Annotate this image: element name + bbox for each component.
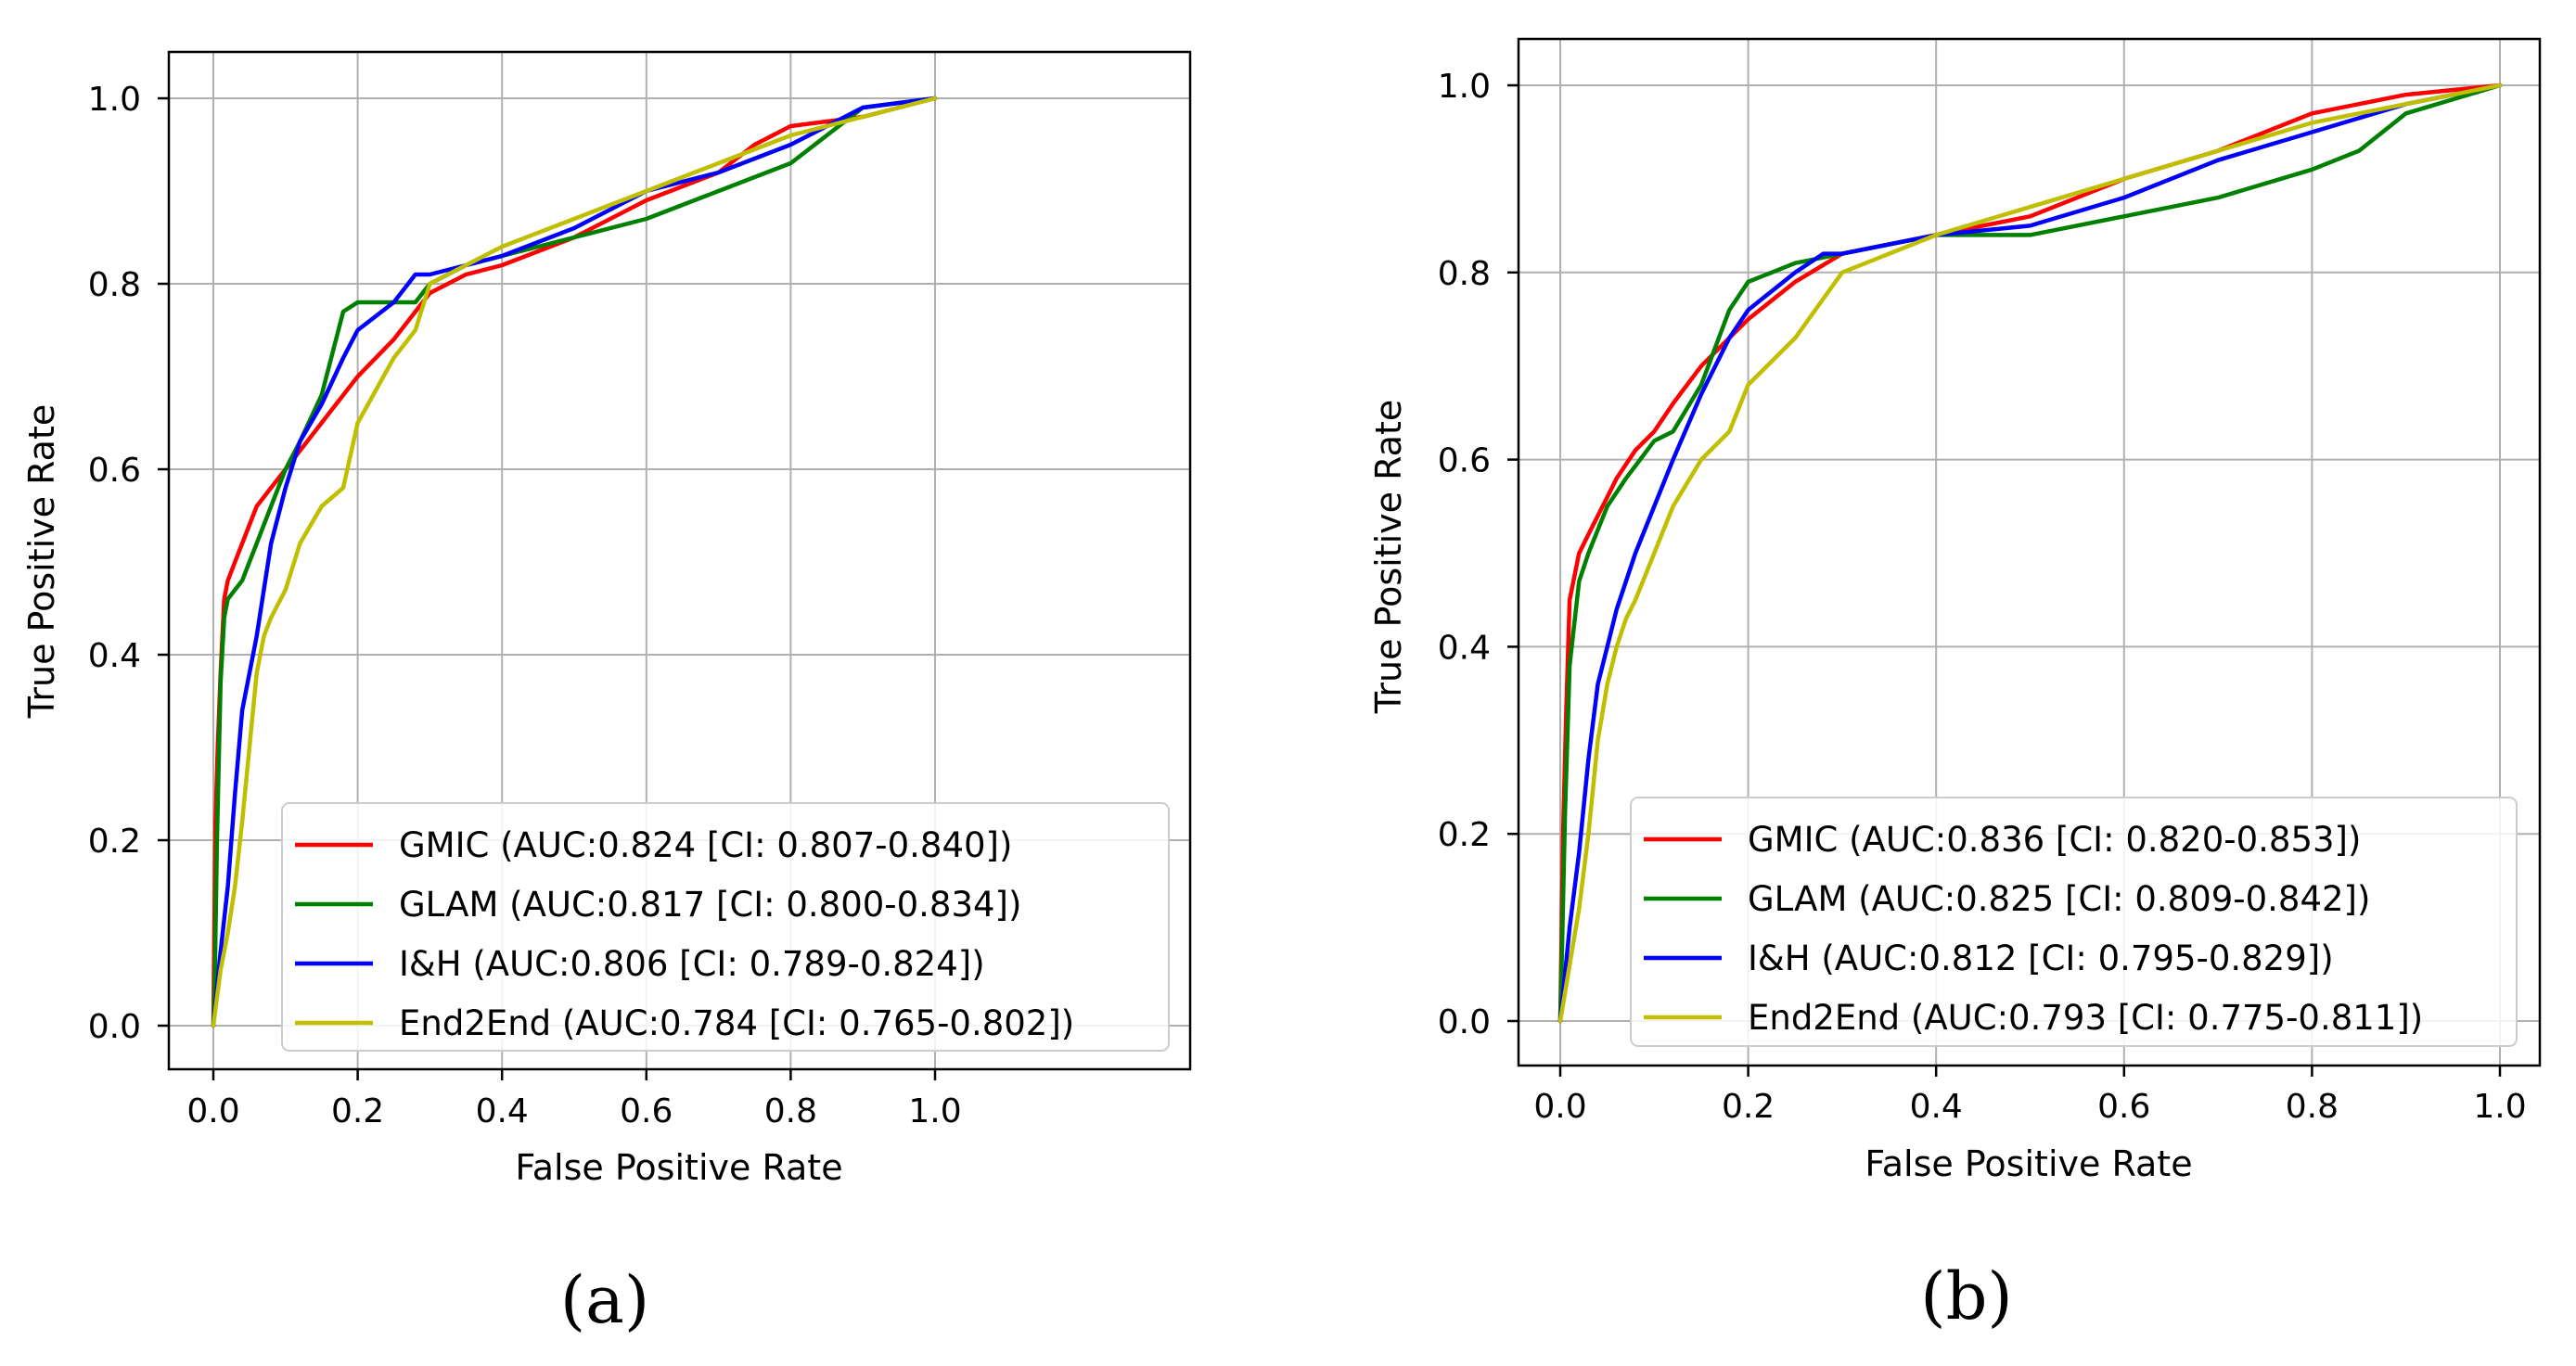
x-tick-label: 0.4 xyxy=(476,1092,529,1130)
roc-curve-series-3 xyxy=(1557,83,2503,1024)
y-tick-label: 1.0 xyxy=(1438,68,1491,106)
roc-curve-series-2 xyxy=(1557,83,2503,1024)
legend-entry-label: End2End (AUC:0.784 [CI: 0.765-0.802]) xyxy=(399,1003,1074,1043)
legend-entry-label: GMIC (AUC:0.836 [CI: 0.820-0.853]) xyxy=(1748,820,2361,860)
y-tick-label: 0.6 xyxy=(1438,442,1491,480)
y-tick-label: 0.0 xyxy=(88,1008,141,1046)
y-tick-label: 0.2 xyxy=(1438,816,1491,854)
x-tick-label: 0.8 xyxy=(764,1092,817,1130)
chart-panels: 0.0 0.2 0.4 0.6 0.8 1.0 0.0 0.2 0.4 0.6 0.8 1.0 Fals… xyxy=(21,37,2542,1338)
legend-entry-label: I&H (AUC:0.812 [CI: 0.795-0.829]) xyxy=(1748,938,2334,978)
y-tick-label: 0.6 xyxy=(88,452,141,490)
y-tick-label: 1.0 xyxy=(88,81,141,119)
roc-curve-series-1 xyxy=(211,96,938,1028)
y-axis-label: True Positive Rate xyxy=(1368,400,1409,715)
x-tick-label: 0.6 xyxy=(2097,1088,2150,1126)
x-tick-label: 1.0 xyxy=(908,1092,961,1130)
legend-entry-label: End2End (AUC:0.793 [CI: 0.775-0.811]) xyxy=(1748,998,2423,1038)
y-tick-label: 0.0 xyxy=(1438,1003,1491,1041)
legend-entry-label: GMIC (AUC:0.824 [CI: 0.807-0.840]) xyxy=(399,825,1012,865)
roc-curve-series-4 xyxy=(211,96,938,1028)
plot-frame xyxy=(167,50,1192,1071)
chart-panel-b: 0.0 0.2 0.4 0.6 0.8 1.0 0.0 0.2 0.4 0.6 0.8 1.0 Fals… xyxy=(1368,37,2542,1334)
legend-box xyxy=(281,802,1170,1052)
y-axis-label: True Positive Rate xyxy=(21,404,62,720)
y-tick-label: 0.8 xyxy=(88,266,141,304)
roc-curve-series-4 xyxy=(1557,83,2503,1024)
x-tick-label: 0.0 xyxy=(1533,1088,1586,1126)
x-tick-label: 0.6 xyxy=(620,1092,673,1130)
legend-box xyxy=(1630,797,2518,1047)
legend-entry-label: GLAM (AUC:0.817 [CI: 0.800-0.834]) xyxy=(399,885,1021,925)
x-tick-label: 0.8 xyxy=(2286,1088,2339,1126)
y-tick-label: 0.8 xyxy=(1438,255,1491,293)
y-tick-label: 0.2 xyxy=(88,823,141,861)
x-tick-label: 0.4 xyxy=(1910,1088,1963,1126)
x-axis-label: False Positive Rate xyxy=(515,1147,842,1188)
x-tick-label: 1.0 xyxy=(2473,1088,2526,1126)
chart-panel-a: 0.0 0.2 0.4 0.6 0.8 1.0 0.0 0.2 0.4 0.6 0.8 1.0 Fals… xyxy=(21,50,1192,1338)
roc-curve-series-2 xyxy=(211,96,938,1028)
plot-frame xyxy=(1517,37,2542,1067)
y-tick-label: 0.4 xyxy=(1438,629,1491,667)
legend-entry-label: I&H (AUC:0.806 [CI: 0.789-0.824]) xyxy=(399,944,985,984)
x-axis-label: False Positive Rate xyxy=(1865,1143,2192,1184)
x-tick-label: 0.2 xyxy=(331,1092,384,1130)
legend-entry-label: GLAM (AUC:0.825 [CI: 0.809-0.842]) xyxy=(1748,879,2370,919)
x-tick-label: 0.2 xyxy=(1722,1088,1775,1126)
y-tick-label: 0.4 xyxy=(88,637,141,675)
panel-label: (b) xyxy=(1920,1258,2012,1334)
x-tick-label: 0.0 xyxy=(186,1092,239,1130)
panel-label: (a) xyxy=(560,1262,649,1338)
